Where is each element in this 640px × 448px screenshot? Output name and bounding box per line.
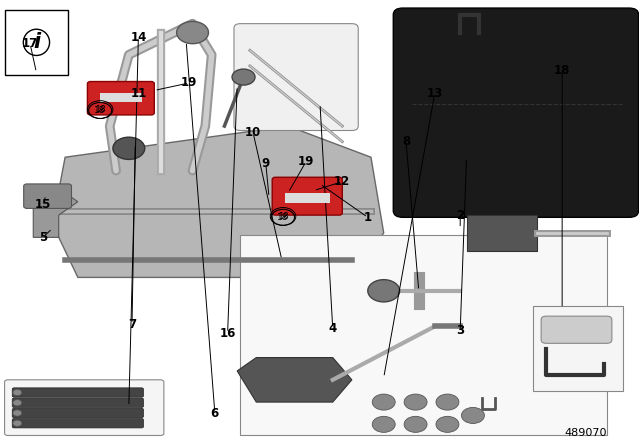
Text: 5: 5	[38, 231, 47, 244]
Text: 8: 8	[402, 135, 410, 148]
Circle shape	[177, 22, 209, 44]
Circle shape	[436, 394, 459, 410]
FancyBboxPatch shape	[88, 82, 154, 115]
Text: i: i	[33, 32, 40, 52]
Text: 12: 12	[334, 175, 351, 188]
FancyBboxPatch shape	[534, 306, 623, 391]
Circle shape	[232, 69, 255, 85]
Circle shape	[461, 407, 484, 423]
FancyBboxPatch shape	[100, 93, 141, 102]
Text: 19: 19	[298, 155, 314, 168]
FancyBboxPatch shape	[285, 193, 330, 202]
Text: 7: 7	[128, 318, 136, 331]
Text: 3: 3	[456, 324, 464, 337]
Text: 6: 6	[211, 407, 219, 420]
Text: 1: 1	[364, 211, 372, 224]
Circle shape	[372, 416, 395, 432]
FancyBboxPatch shape	[394, 8, 639, 217]
Text: 15: 15	[35, 198, 51, 211]
Text: 14: 14	[130, 30, 147, 43]
Circle shape	[372, 394, 395, 410]
Polygon shape	[33, 188, 78, 237]
Circle shape	[13, 410, 22, 416]
Circle shape	[113, 137, 145, 159]
FancyBboxPatch shape	[12, 398, 143, 407]
Circle shape	[13, 420, 22, 426]
Circle shape	[404, 394, 427, 410]
FancyBboxPatch shape	[4, 380, 164, 435]
Circle shape	[368, 280, 399, 302]
FancyBboxPatch shape	[272, 177, 342, 215]
Circle shape	[436, 416, 459, 432]
Polygon shape	[237, 358, 352, 402]
FancyBboxPatch shape	[12, 388, 143, 397]
Text: 19: 19	[181, 76, 198, 89]
FancyBboxPatch shape	[4, 10, 68, 75]
Polygon shape	[467, 215, 537, 251]
Text: 9: 9	[262, 157, 270, 170]
Circle shape	[404, 416, 427, 432]
Text: 10: 10	[245, 126, 261, 139]
Circle shape	[13, 389, 22, 396]
Text: 18: 18	[278, 212, 289, 221]
Polygon shape	[52, 126, 384, 277]
Text: 18: 18	[95, 106, 106, 115]
FancyBboxPatch shape	[541, 316, 612, 343]
Text: 18: 18	[554, 64, 570, 77]
Text: 13: 13	[427, 87, 443, 100]
Text: 489070: 489070	[564, 428, 607, 438]
FancyBboxPatch shape	[24, 184, 72, 208]
Text: 16: 16	[220, 327, 236, 340]
FancyBboxPatch shape	[241, 235, 607, 435]
FancyBboxPatch shape	[234, 24, 358, 130]
Circle shape	[13, 400, 22, 406]
Text: 17: 17	[22, 37, 38, 50]
Text: 11: 11	[131, 87, 147, 100]
Text: 2: 2	[456, 209, 464, 222]
Text: 18: 18	[95, 105, 106, 114]
FancyBboxPatch shape	[12, 418, 143, 428]
FancyBboxPatch shape	[12, 408, 143, 418]
Text: 4: 4	[328, 322, 337, 335]
Text: 18: 18	[277, 213, 289, 222]
